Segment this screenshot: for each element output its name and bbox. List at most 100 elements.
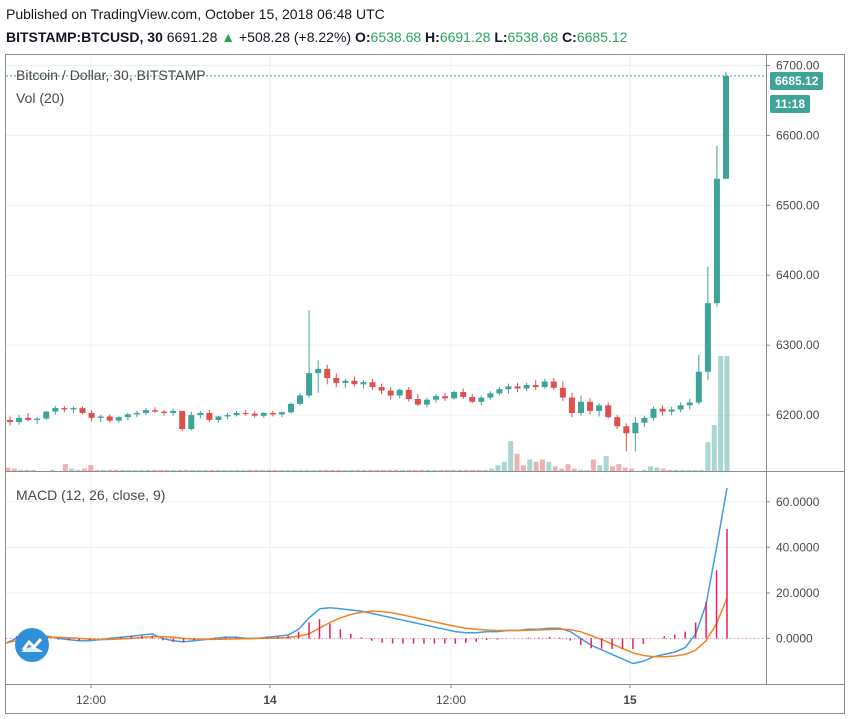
candle-body: [269, 412, 276, 415]
candle-body: [686, 402, 693, 406]
candle-body: [478, 397, 485, 402]
volume-bar: [291, 469, 297, 471]
volume-bar: [247, 469, 253, 471]
symbol-header: BITSTAMP:BTCUSD, 30 6691.28 ▲ +508.28 (+…: [6, 29, 627, 45]
candle-body: [469, 396, 476, 402]
volume-bar: [374, 469, 380, 471]
time-tick-label: 12:00: [436, 693, 466, 707]
symbol-name: BITSTAMP:BTCUSD, 30: [6, 29, 163, 45]
candle-body: [550, 381, 557, 388]
candle-body: [224, 415, 231, 417]
candle-body: [704, 303, 711, 372]
volume-bar: [412, 469, 418, 471]
volume-bar: [304, 469, 310, 471]
volume-bar: [75, 469, 81, 471]
volume-bar: [113, 469, 119, 471]
last-price: 6691.28: [166, 29, 218, 45]
price-change: +508.28 (+8.22%): [239, 29, 352, 45]
countdown-tag: 11:18: [770, 95, 811, 113]
volume-bar: [635, 471, 641, 472]
volume-bar: [425, 469, 431, 471]
high-label: H:: [425, 29, 440, 45]
volume-bar: [699, 469, 705, 471]
volume-bar: [266, 469, 272, 471]
volume-bar: [419, 469, 425, 471]
candle-body: [641, 417, 648, 423]
candle-body: [179, 410, 186, 430]
volume-bar: [139, 469, 145, 471]
volume-bar: [94, 469, 100, 471]
volume-bar: [520, 465, 526, 471]
volume-bar: [711, 425, 717, 471]
volume-bar: [571, 468, 577, 471]
volume-bar: [342, 469, 348, 471]
low-value: 6538.68: [507, 29, 559, 45]
volume-bar: [177, 469, 183, 471]
volume-bar: [88, 465, 94, 471]
volume-bar: [622, 467, 628, 471]
candle-body: [378, 387, 385, 391]
candle-body: [43, 411, 50, 419]
volume-bar: [667, 469, 673, 471]
volume-bar: [56, 471, 62, 472]
candle-body: [568, 397, 575, 413]
volume-bar: [438, 469, 444, 471]
volume-bar: [355, 469, 361, 471]
candle-body: [523, 385, 530, 389]
volume-bar: [469, 469, 475, 471]
candle-body: [587, 401, 594, 411]
volume-bar: [24, 469, 30, 471]
candle-body: [215, 416, 222, 420]
candle-body: [324, 368, 331, 379]
price-tick-label: 6700.00: [776, 58, 820, 72]
volume-bar: [654, 467, 660, 471]
macd-tick-label: 60.0000: [776, 495, 820, 509]
candle-body: [260, 412, 267, 416]
volume-bar: [221, 469, 227, 471]
candle-body: [88, 412, 95, 418]
macd-tick-label: 20.0000: [776, 586, 820, 600]
candle-body: [369, 382, 376, 388]
candle-body: [668, 409, 675, 412]
price-tick-label: 6400.00: [776, 268, 820, 282]
volume-bar: [679, 469, 685, 471]
volume-label: Vol (20): [16, 90, 65, 106]
candle-body: [70, 408, 77, 410]
price-tick-label: 6300.00: [776, 338, 820, 352]
volume-bar: [279, 469, 285, 471]
volume-bar: [546, 461, 552, 471]
open-value: 6538.68: [370, 29, 422, 45]
candle-body: [451, 391, 458, 399]
volume-bar: [552, 466, 558, 471]
volume-bar: [616, 464, 622, 471]
time-tick-label: 12:00: [76, 693, 106, 707]
volume-bar: [648, 466, 654, 471]
volume-bar: [349, 469, 355, 471]
volume-bar: [132, 469, 138, 471]
volume-bar: [323, 469, 329, 471]
candle-body: [25, 417, 32, 420]
volume-bar: [584, 469, 590, 471]
volume-bar: [170, 469, 176, 471]
volume-bar: [100, 469, 106, 471]
volume-bar: [590, 459, 596, 471]
volume-bar: [285, 469, 291, 471]
candle-body: [442, 396, 449, 399]
low-label: L:: [494, 29, 508, 45]
candle-body: [115, 417, 122, 421]
volume-bar: [298, 469, 304, 471]
volume-bar: [107, 469, 113, 471]
volume-bar: [361, 469, 367, 471]
volume-bar: [565, 464, 571, 471]
volume-bar: [495, 465, 501, 471]
volume-bar: [539, 459, 545, 471]
last-price-tag: 6685.12: [770, 72, 824, 90]
macd-title: MACD (12, 26, close, 9): [16, 487, 166, 503]
candle-body: [632, 422, 639, 434]
candle-body: [460, 391, 467, 397]
price-tick-label: 6500.00: [776, 198, 820, 212]
volume-bar: [463, 469, 469, 471]
candle-body: [342, 380, 349, 383]
volume-bar: [514, 453, 520, 471]
candle-body: [596, 405, 603, 411]
